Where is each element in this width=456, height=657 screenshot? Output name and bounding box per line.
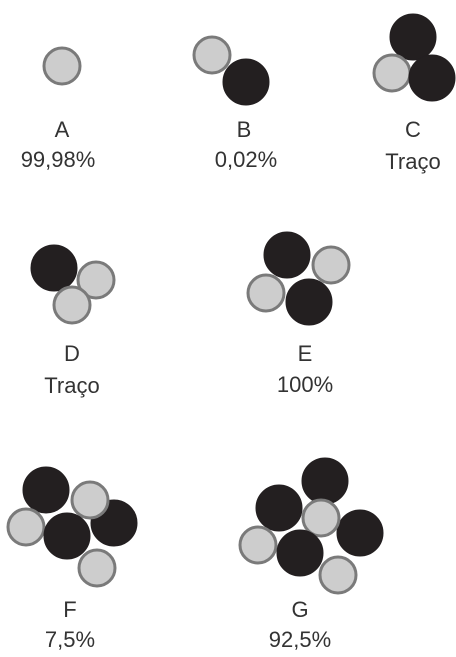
molecule-b [192, 35, 270, 106]
molecule-e [246, 231, 351, 326]
light-atom [192, 35, 232, 75]
item-label: E [298, 341, 313, 366]
light-atom [238, 525, 278, 565]
molecule-d [30, 244, 116, 325]
molecule-g [238, 457, 384, 595]
dark-atom [255, 484, 303, 532]
item-label: G [291, 597, 308, 622]
light-atom [246, 273, 286, 313]
item-label: C [405, 117, 421, 142]
light-atom [77, 548, 117, 588]
item-value: 100% [277, 372, 333, 397]
item-label: B [237, 117, 252, 142]
dark-atom [263, 231, 311, 279]
item-label: F [63, 597, 76, 622]
dark-atom [22, 466, 70, 514]
molecule-a [42, 46, 82, 86]
light-atom [311, 245, 351, 285]
light-atom [318, 555, 358, 595]
item-label: D [64, 341, 80, 366]
molecule-c [372, 13, 456, 102]
dark-atom [389, 13, 437, 61]
light-atom [70, 480, 110, 520]
light-atom [6, 507, 46, 547]
dark-atom [222, 58, 270, 106]
item-label: A [55, 117, 70, 142]
light-atom [372, 53, 412, 93]
dark-atom [276, 529, 324, 577]
dark-atom [301, 457, 349, 505]
dark-atom [43, 512, 91, 560]
dark-atom [285, 278, 333, 326]
light-atom [42, 46, 82, 86]
molecule-f [6, 466, 138, 588]
item-value: Traço [385, 149, 440, 174]
item-value: 7,5% [45, 627, 95, 652]
item-value: 0,02% [215, 147, 277, 172]
item-value: 99,98% [21, 147, 96, 172]
item-value: 92,5% [269, 627, 331, 652]
dark-atom [336, 509, 384, 557]
dark-atom [408, 54, 456, 102]
item-value: Traço [44, 373, 99, 398]
light-atom [76, 260, 116, 300]
light-atom [52, 285, 92, 325]
light-atom [301, 498, 341, 538]
dark-atom [30, 244, 78, 292]
